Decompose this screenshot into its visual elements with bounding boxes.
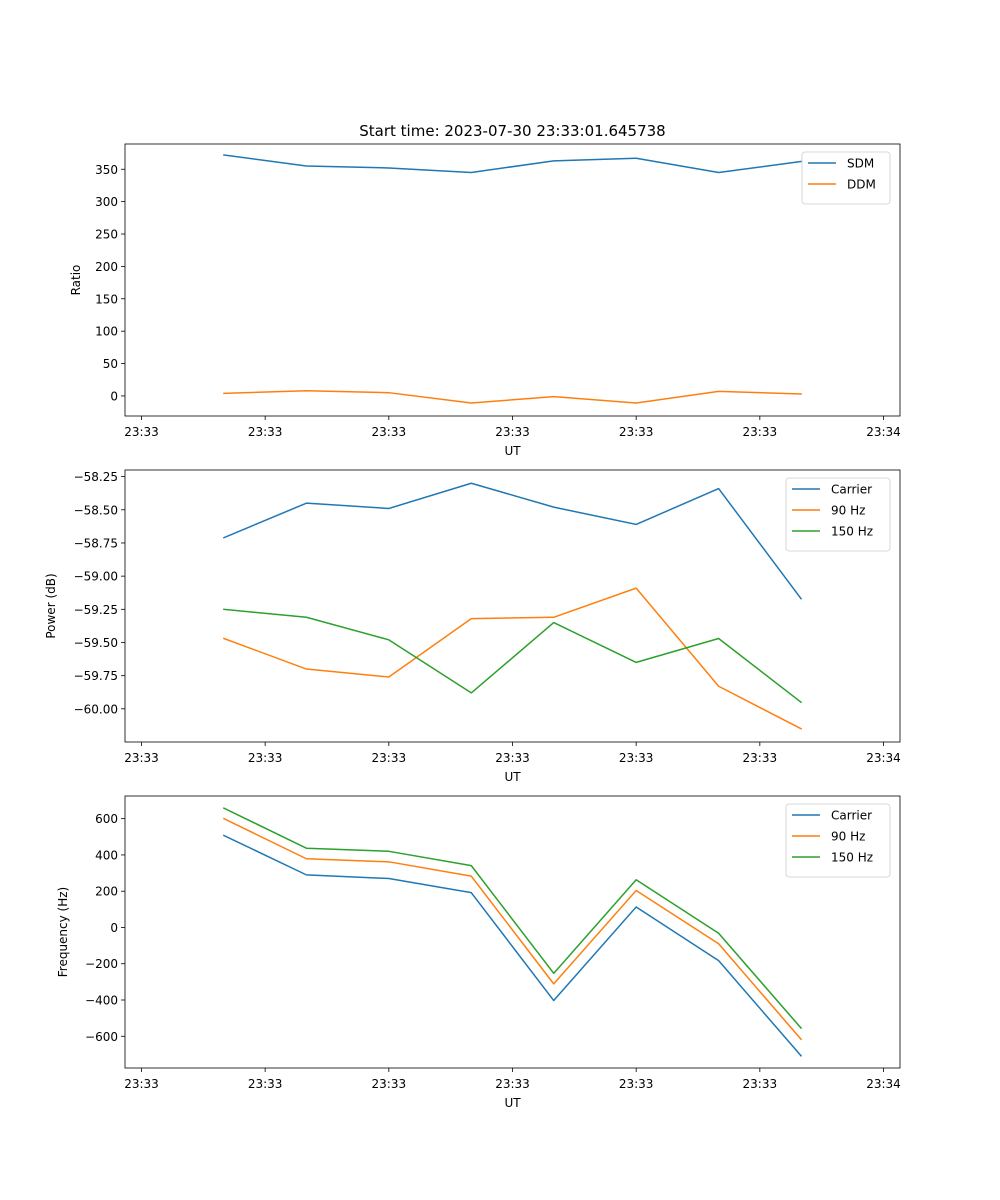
y-tick-label: −400 (85, 994, 118, 1008)
x-tick-label: 23:33 (372, 751, 407, 765)
legend: Carrier 90 Hz 150 Hz (785, 803, 891, 878)
x-tick-label: 23:33 (248, 1077, 283, 1091)
y-tick-label: −58.75 (74, 536, 118, 550)
y-tick-label: −59.25 (74, 603, 118, 617)
x-tick-label: 23:33 (743, 751, 778, 765)
legend-box (785, 803, 891, 878)
y-tick-label: −59.50 (74, 636, 118, 650)
x-tick-label: 23:33 (743, 1077, 778, 1091)
y-tick-label: 0 (110, 389, 118, 403)
x-tick-label: 23:33 (124, 425, 159, 439)
x-tick-label: 23:34 (866, 425, 901, 439)
x-axis-label: UT (504, 1096, 521, 1110)
series-line-90-hz (222, 817, 803, 1041)
x-tick-label: 23:33 (248, 425, 283, 439)
legend-label: 150 Hz (831, 525, 873, 539)
series-line-150-hz (223, 608, 803, 704)
x-tick-label: 23:33 (619, 751, 654, 765)
y-tick-label: 250 (95, 228, 118, 242)
x-tick-label: 23:33 (248, 751, 283, 765)
legend: SDM DDM (801, 151, 891, 205)
y-tick-label: −200 (85, 957, 118, 971)
legend-label: 90 Hz (831, 504, 865, 518)
x-tick-label: 23:33 (124, 1077, 159, 1091)
y-tick-label: −60.00 (74, 702, 118, 716)
x-tick-label: 23:33 (619, 1077, 654, 1091)
x-axis-label: UT (504, 444, 521, 458)
x-tick-label: 23:33 (372, 425, 407, 439)
y-tick-label: 350 (95, 163, 118, 177)
legend-label: SDM (847, 157, 874, 171)
x-tick-label: 23:34 (866, 1077, 901, 1091)
y-tick-label: −59.00 (74, 570, 118, 584)
y-tick-label: 200 (95, 885, 118, 899)
series-line-carrier (222, 482, 803, 600)
series-line-90-hz (222, 587, 803, 730)
series-line-150-hz (222, 807, 803, 1030)
legend-label: Carrier (831, 809, 872, 823)
y-axis-label: Ratio (69, 265, 83, 296)
y-tick-label: 0 (110, 921, 118, 935)
legend-label: Carrier (831, 483, 872, 497)
chart-panels: 23:33 23:33 23:33 23:33 23:33 23:33 23:34 0 50 10… (44, 143, 901, 1110)
y-tick-label: −600 (85, 1030, 118, 1044)
y-tick-label: −59.75 (74, 669, 118, 683)
x-tick-label: 23:33 (372, 1077, 407, 1091)
y-tick-label: 600 (95, 812, 118, 826)
y-axis-label: Power (dB) (44, 573, 58, 638)
x-tick-label: 23:33 (124, 751, 159, 765)
y-tick-label: 300 (95, 195, 118, 209)
legend-box (801, 151, 891, 205)
y-tick-label: 150 (95, 292, 118, 306)
x-tick-label: 23:33 (495, 751, 530, 765)
x-tick-label: 23:33 (495, 425, 530, 439)
x-tick-label: 23:33 (743, 425, 778, 439)
figure-title: Start time: 2023-07-30 23:33:01.645738 (359, 122, 665, 140)
x-axis-label: UT (504, 770, 521, 784)
y-tick-label: 400 (95, 848, 118, 862)
y-axis-label: Frequency (Hz) (56, 887, 70, 978)
y-tick-label: −58.50 (74, 503, 118, 517)
series-line-sdm (223, 154, 802, 174)
y-tick-label: 50 (103, 357, 118, 371)
legend-label: 150 Hz (831, 851, 873, 865)
legend-label: DDM (847, 178, 876, 192)
x-tick-label: 23:33 (619, 425, 654, 439)
chart-panel-3: 23:33 23:33 23:33 23:33 23:33 23:33 23:34 −600 −… (56, 795, 901, 1110)
chart-panel-2: 23:33 23:33 23:33 23:33 23:33 23:33 23:34 −58.2… (44, 469, 901, 784)
chart-panel-1: 23:33 23:33 23:33 23:33 23:33 23:33 23:34 0 50 10… (69, 143, 901, 458)
x-tick-label: 23:33 (495, 1077, 530, 1091)
legend-box (785, 477, 891, 552)
legend-label: 90 Hz (831, 830, 865, 844)
series-line-carrier (222, 834, 803, 1057)
series-line-ddm (223, 389, 802, 404)
x-tick-label: 23:34 (866, 751, 901, 765)
y-tick-label: −58.25 (74, 470, 118, 484)
y-tick-label: 200 (95, 260, 118, 274)
y-tick-label: 100 (95, 325, 118, 339)
legend: Carrier 90 Hz 150 Hz (785, 477, 891, 552)
